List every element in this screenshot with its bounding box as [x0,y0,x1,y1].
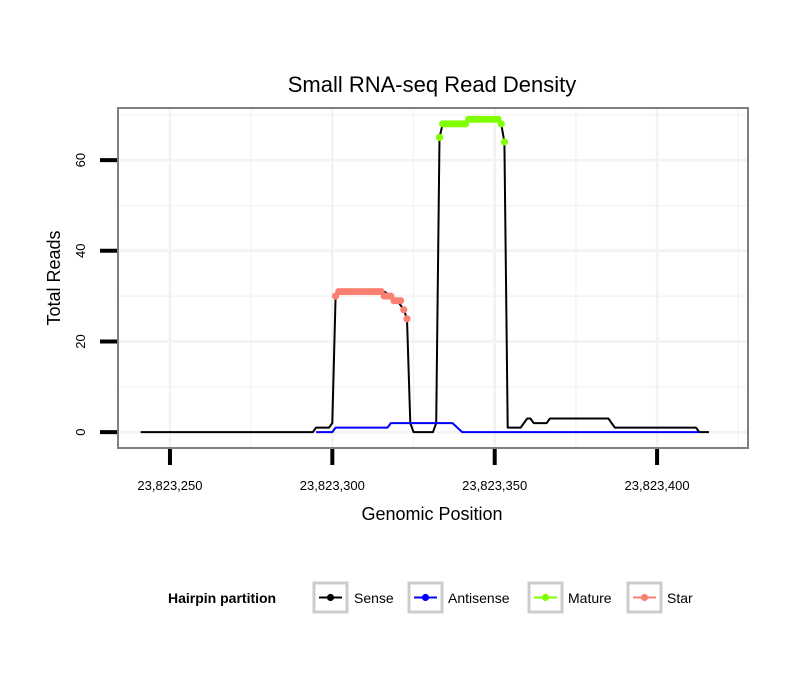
legend-label-antisense: Antisense [448,590,510,606]
legend: Hairpin partition Sense Antisense Mature St… [168,581,693,614]
y-tick-label: 40 [73,244,88,258]
x-axis: 23,823,250 23,823,300 23,823,350 23,823,400 [137,449,690,493]
x-tick-label: 23,823,250 [137,478,202,493]
mature-point [500,138,509,146]
star-point [403,315,411,323]
y-axis: 0 20 40 60 [73,153,117,436]
star-point [396,297,405,305]
mature-point [497,120,505,128]
legend-swatch-point [541,593,550,602]
legend-label-sense: Sense [354,590,394,606]
chart-title: Small RNA-seq Read Density [288,72,577,97]
y-tick-label: 60 [73,153,88,167]
y-axis-title: Total Reads [44,230,64,325]
series-layer [140,115,709,434]
x-tick-label: 23,823,300 [300,478,365,493]
panel-border [117,107,749,449]
x-tick-label: 23,823,400 [625,478,690,493]
legend-swatch-point [326,593,335,602]
mature-point [435,133,444,142]
x-axis-title: Genomic Position [361,504,502,524]
legend-swatch-point [640,593,649,602]
legend-title: Hairpin partition [168,590,276,606]
y-tick-label: 0 [73,429,88,436]
y-tick-label: 20 [73,334,88,348]
legend-label-star: Star [667,590,693,606]
legend-label-mature: Mature [568,590,612,606]
x-tick-label: 23,823,350 [462,478,527,493]
star-point [400,306,408,314]
series-line-antisense [316,422,700,434]
legend-swatch-point [421,593,430,602]
plot-panel [118,108,748,448]
